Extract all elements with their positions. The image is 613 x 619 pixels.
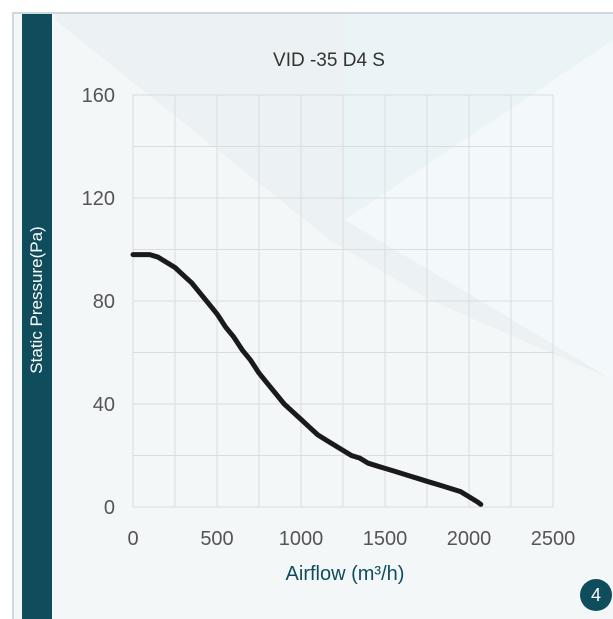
y-tick-label: 0 [104, 497, 115, 519]
chart-title: VID -35 D4 S [273, 50, 385, 71]
x-tick-label: 0 [127, 528, 138, 550]
x-tick-label: 1000 [279, 528, 324, 550]
x-tick-label: 500 [200, 528, 233, 550]
y-tick-label: 120 [82, 188, 115, 210]
gridlines [132, 94, 554, 508]
sidebar [22, 14, 52, 619]
y-tick-label: 80 [93, 291, 115, 313]
y-axis-label: Static Pressure(Pa) [27, 226, 46, 374]
x-tick-labels: 0 500 1000 1500 2000 2500 [127, 528, 575, 550]
x-tick-label: 2500 [531, 528, 576, 550]
series-line-0 [130, 252, 484, 507]
y-tick-label: 40 [93, 394, 115, 416]
x-tick-label: 1500 [363, 528, 408, 550]
page-number-badge: 4 [580, 579, 612, 611]
series-group [130, 252, 484, 507]
x-tick-label: 2000 [447, 528, 492, 550]
x-axis-label: Airflow (m³/h) [286, 563, 405, 585]
y-tick-label: 160 [82, 85, 115, 107]
y-tick-labels: 0 40 80 120 160 [82, 85, 115, 519]
